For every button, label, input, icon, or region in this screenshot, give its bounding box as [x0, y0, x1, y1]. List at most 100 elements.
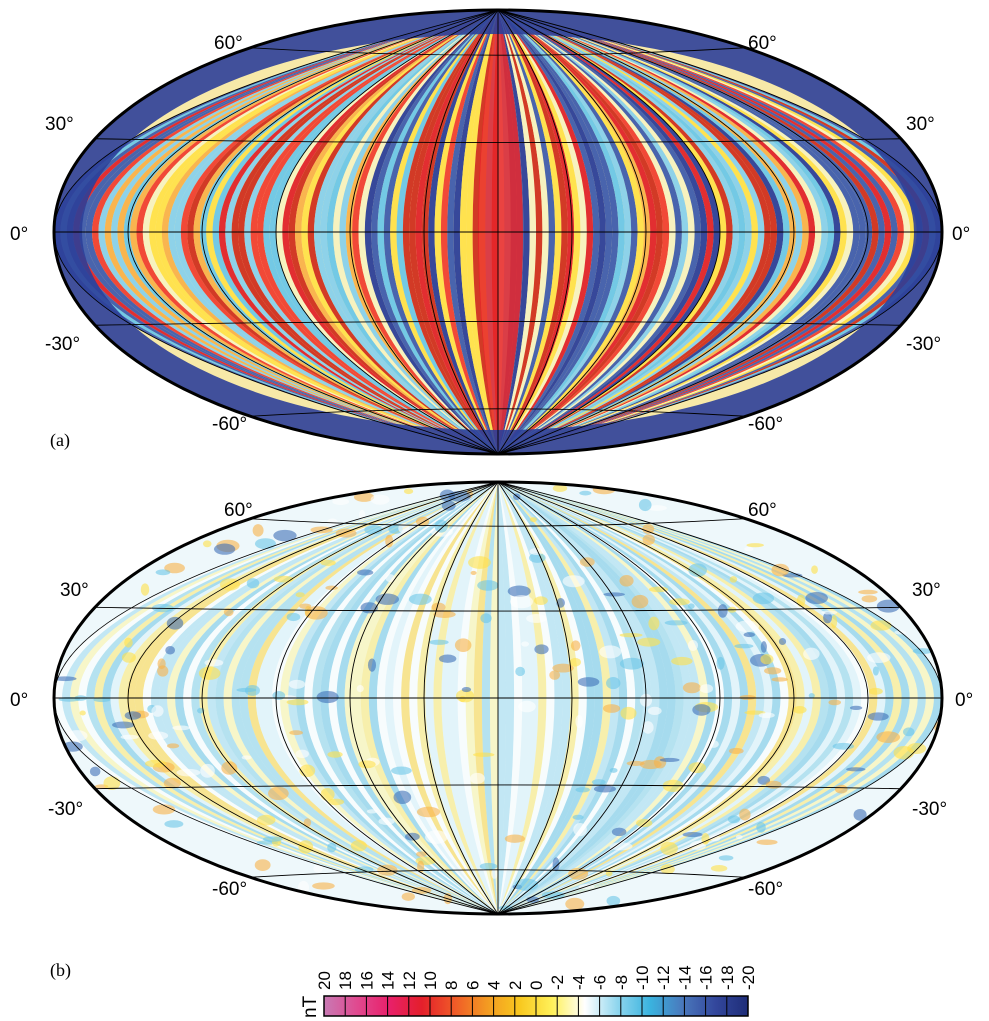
panel-b-blob	[771, 677, 788, 682]
panel-b-blob	[796, 594, 806, 607]
panel-b-blob	[299, 764, 316, 778]
panel-b-blob	[256, 814, 276, 826]
panel-b-stripe	[191, 482, 498, 914]
panel-b-blob	[79, 710, 86, 716]
panel-b-blob	[682, 832, 703, 838]
panel-b-blob	[782, 573, 803, 578]
panel-b-blob	[213, 543, 236, 555]
panel-b-stripe	[288, 482, 498, 914]
panel-b-blob	[354, 866, 374, 873]
colorbar-tick-label: 16	[357, 971, 376, 990]
panel-b-blob	[572, 814, 584, 820]
panel-b-blob	[664, 620, 688, 626]
panel-a-border	[52, 8, 944, 456]
panel-b-blob	[821, 610, 838, 615]
panel-b-blob	[687, 603, 695, 609]
panel-b-blob	[718, 855, 734, 861]
panel-a-stripe	[98, 10, 498, 454]
panel-b-blob	[609, 767, 618, 773]
panel-b-blob	[254, 859, 271, 871]
panel-b-stripe	[384, 482, 498, 914]
panel-b-blob	[771, 563, 790, 577]
panel-b-stripe	[328, 482, 498, 914]
panel-b-blob	[327, 842, 337, 853]
panel-b-blob	[377, 864, 398, 876]
panel-b-blob	[375, 593, 400, 605]
panel-b-blob	[647, 706, 662, 716]
panel-a-lat-60-left: 60°	[214, 33, 243, 54]
panel-b-blob	[370, 494, 390, 505]
panel-b-stripe	[167, 482, 498, 914]
panel-a-stripe	[193, 10, 498, 454]
panel-b-stripe	[449, 482, 498, 914]
panel-b-stripe	[433, 482, 498, 914]
panel-a-stripe	[85, 10, 498, 454]
panel-b-blob	[811, 565, 818, 574]
panel-b-stripe	[134, 482, 498, 914]
panel-b-stripe	[199, 482, 498, 914]
panel-b-lat-30-right: 30°	[912, 580, 941, 601]
panel-b-blob	[148, 731, 169, 740]
panel-b-blob	[620, 706, 637, 720]
panel-b-blob	[246, 578, 260, 589]
panel-b-blob	[735, 834, 743, 840]
panel-a-stripe	[130, 10, 498, 454]
panel-b-blob	[166, 743, 180, 749]
panel-b-stripe	[425, 482, 498, 914]
panel-b-blob	[252, 524, 264, 537]
panel-b-stripe	[239, 482, 498, 914]
panel-b-blob	[468, 556, 491, 569]
panel-b-lat-30-left: 30°	[60, 580, 89, 601]
panel-b-blob	[894, 630, 907, 635]
panel-b-stripe	[393, 482, 498, 914]
panel-b-parallel	[250, 518, 746, 527]
panel-b-blob	[534, 644, 549, 655]
panel-b-lat-m60-left: -60°	[212, 879, 247, 900]
panel-a-stripe	[123, 10, 498, 454]
panel-b-lat-60-left: 60°	[224, 500, 253, 521]
panel-b-blob	[204, 659, 224, 667]
panel-b-blob	[477, 580, 499, 591]
panel-b-stripe	[150, 482, 498, 914]
panel-b-blob	[642, 534, 655, 546]
panel-b-blob	[202, 540, 212, 548]
panel-b-parallel	[95, 606, 901, 612]
panel-b-blob	[526, 614, 547, 623]
panel-b-stripe	[409, 482, 498, 914]
panel-b-blob	[454, 638, 472, 652]
panel-a-stripe	[288, 10, 498, 454]
panel-b-blob	[416, 806, 441, 818]
panel-b-blob	[155, 569, 171, 576]
panel-a-lat-m30-left: -30°	[45, 334, 80, 355]
panel-a-stripe	[440, 10, 498, 454]
panel-b-blob	[867, 652, 891, 664]
panel-b-blob	[518, 700, 536, 713]
panel-b-blob	[682, 682, 701, 694]
panel-a-stripe	[371, 10, 498, 454]
panel-a-stripe	[206, 10, 498, 454]
colorbar-unit: nT	[300, 995, 321, 1018]
panel-a-stripe	[199, 10, 498, 454]
panel-b-blob	[288, 679, 306, 689]
panel-b-blob	[739, 694, 756, 700]
panel-b-blob	[425, 830, 448, 844]
colorbar-tick-label: 12	[400, 971, 419, 990]
panel-a-stripe	[79, 10, 498, 454]
panel-b-blob	[327, 751, 343, 758]
panel-a-stripe	[333, 10, 498, 454]
panel-b-blob	[710, 865, 728, 872]
panel-a-stripe	[142, 10, 498, 454]
panel-b-blob	[870, 620, 892, 631]
panel-b-blob	[176, 768, 201, 777]
panel-b-blob	[140, 583, 150, 596]
panel-b-blob	[320, 788, 335, 801]
panel-b-blob	[295, 592, 305, 598]
panel-b-blob	[103, 776, 121, 790]
panel-b-blob	[124, 711, 142, 720]
panel-b-blob	[577, 677, 600, 687]
panel-b-blob	[529, 548, 544, 555]
panel-b-stripe	[247, 482, 498, 914]
panel-b-blob	[298, 840, 314, 854]
panel-b-blob	[579, 490, 592, 496]
panel-b-blob	[619, 575, 634, 587]
